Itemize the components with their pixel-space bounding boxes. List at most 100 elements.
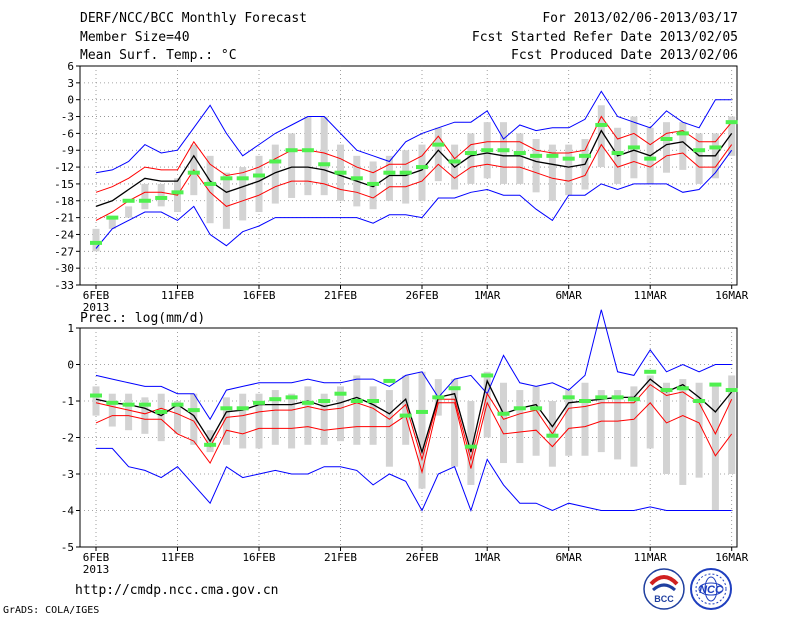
observed-marker xyxy=(253,400,265,405)
x-tick-label: 21FEB xyxy=(324,289,357,302)
spread-box xyxy=(320,393,328,445)
y-tick-label: -6 xyxy=(61,127,74,140)
observed-marker xyxy=(579,153,591,158)
observed-marker xyxy=(660,388,673,393)
spread-box xyxy=(565,144,573,196)
observed-marker xyxy=(106,400,119,405)
observed-marker xyxy=(301,148,314,153)
observed-marker xyxy=(383,378,396,383)
x-tick-label: 26FEB xyxy=(405,289,438,302)
spread-box xyxy=(304,386,312,445)
observed-marker xyxy=(448,386,461,391)
x-year-label: 2013 xyxy=(83,301,110,314)
chart-title: DERF/NCC/BCC Monthly Forecast xyxy=(80,11,307,26)
y-tick-label: -4 xyxy=(61,505,75,518)
spread-box xyxy=(271,144,279,204)
observed-marker xyxy=(334,170,347,175)
observed-marker xyxy=(611,395,624,400)
observed-marker xyxy=(155,409,168,414)
spread-box xyxy=(418,144,426,201)
series-line-ensemble-max xyxy=(95,90,732,174)
y-tick-label: -18 xyxy=(54,195,74,208)
observed-marker xyxy=(253,173,265,178)
x-tick-label: 16MAR xyxy=(715,289,748,302)
observed-marker xyxy=(285,148,298,153)
observed-marker xyxy=(562,395,575,400)
spread-box xyxy=(92,228,100,252)
y-tick-label: -15 xyxy=(54,178,74,191)
spread-box xyxy=(614,390,622,460)
y-tick-label: 3 xyxy=(67,77,74,90)
x-tick-label: 1MAR xyxy=(474,289,501,302)
series-line-ensemble-max xyxy=(95,309,732,421)
spread-box xyxy=(679,379,687,485)
spread-box xyxy=(141,183,149,210)
spread-box xyxy=(369,386,377,445)
spread-box xyxy=(516,390,524,464)
observed-marker xyxy=(204,442,217,447)
spread-box xyxy=(434,127,442,182)
spread-box xyxy=(728,375,736,474)
y-tick-label: 1 xyxy=(67,322,74,335)
spread-box xyxy=(239,393,247,449)
y-tick-label: -2 xyxy=(61,432,74,445)
series-line-upper-spread xyxy=(95,383,733,462)
chart-panel-precipitation: 1 0 -1 -2 -3 -4 -5 6FEB 11FEB 16FEB 21FEB 26FEB 1MAR… xyxy=(61,309,749,576)
y-tick-label: 6 xyxy=(67,60,74,73)
observed-marker xyxy=(676,386,689,391)
observed-marker xyxy=(676,131,689,136)
bcc-logo: BCC xyxy=(643,568,685,610)
spread-box xyxy=(288,393,296,449)
spread-box xyxy=(337,386,344,442)
spread-box xyxy=(516,133,524,184)
spread-box xyxy=(663,382,670,474)
observed-marker xyxy=(693,148,706,153)
ncc-logo: NCC xyxy=(690,568,732,610)
spread-box xyxy=(385,155,393,201)
spread-box xyxy=(255,393,263,449)
y-tick-label: -27 xyxy=(54,245,74,258)
variable-label: Mean Surf. Temp.: °C xyxy=(80,48,237,63)
observed-marker xyxy=(579,399,591,403)
observed-marker xyxy=(562,156,575,161)
series-line-ensemble-mean xyxy=(95,129,733,208)
refer-date: Fcst Started Refer Date 2013/02/05 xyxy=(471,30,738,45)
spread-box xyxy=(548,144,556,201)
observed-marker xyxy=(513,151,526,156)
observed-marker xyxy=(285,395,298,400)
spread-box xyxy=(630,386,638,467)
observed-marker xyxy=(595,395,608,400)
x-tick-label: 11MAR xyxy=(634,551,667,564)
spread-box xyxy=(92,386,100,416)
observed-marker xyxy=(725,388,738,393)
observed-marker xyxy=(464,151,477,156)
observed-marker xyxy=(660,137,673,141)
spread-box xyxy=(402,375,410,445)
observed-marker xyxy=(416,409,428,414)
x-tick-label: 16FEB xyxy=(242,289,275,302)
chart-panel-temperature: 6 3 0 -3 -6 -9 -12 -15 -18 -21 -24 -27 -30 -33 6FEB 11F… xyxy=(54,60,749,314)
spread-box xyxy=(646,375,654,449)
spread-box xyxy=(190,393,198,445)
x-tick-label: 11FEB xyxy=(161,551,194,564)
observed-marker xyxy=(644,369,657,374)
observed-marker xyxy=(611,151,624,156)
observed-marker xyxy=(187,408,200,413)
spread-box xyxy=(451,379,459,467)
spread-box xyxy=(239,167,247,221)
spread-box xyxy=(222,172,230,229)
observed-marker xyxy=(220,176,233,181)
y-tick-label: -30 xyxy=(54,262,74,275)
observed-marker xyxy=(709,382,722,387)
spread-box xyxy=(108,217,116,229)
y-tick-label: -24 xyxy=(54,228,74,241)
spread-box xyxy=(125,393,133,431)
observed-marker xyxy=(530,153,543,158)
source-url[interactable]: http://cmdp.ncc.cma.gov.cn xyxy=(75,583,279,598)
y-tick-label: 0 xyxy=(67,94,74,107)
produced-date: Fcst Produced Date 2013/02/06 xyxy=(511,48,738,63)
grads-credit: GrADS: COLA/IGES xyxy=(3,605,100,616)
observed-marker xyxy=(432,142,445,147)
y-tick-label: -3 xyxy=(61,468,74,481)
spread-box xyxy=(695,382,703,478)
